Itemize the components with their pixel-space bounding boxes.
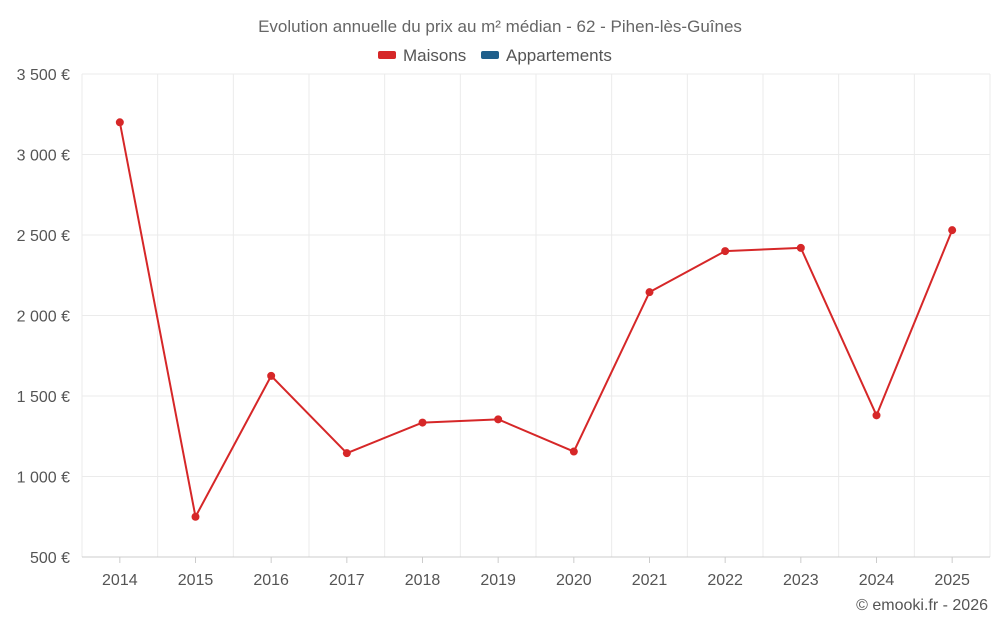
legend-label-appartements[interactable]: Appartements [506, 46, 612, 65]
data-point-maisons[interactable] [418, 418, 427, 427]
y-tick-label: 1 000 € [17, 470, 70, 487]
legend: Maisons Appartements [378, 46, 612, 65]
x-tick-label: 2018 [405, 572, 441, 589]
data-point-maisons[interactable] [267, 371, 276, 380]
legend-label-maisons[interactable]: Maisons [403, 46, 466, 65]
data-point-maisons[interactable] [948, 226, 957, 235]
y-tick-label: 3 000 € [17, 148, 70, 165]
data-point-maisons[interactable] [645, 288, 654, 297]
x-tick-label: 2020 [556, 572, 592, 589]
credit-text: © emooki.fr - 2026 [856, 597, 988, 614]
x-tick-label: 2014 [102, 572, 138, 589]
x-tick-label: 2023 [783, 572, 819, 589]
x-tick-label: 2017 [329, 572, 365, 589]
x-tick-label: 2019 [480, 572, 516, 589]
data-point-maisons[interactable] [494, 415, 503, 424]
data-point-maisons[interactable] [721, 247, 730, 256]
data-point-maisons[interactable] [191, 512, 200, 521]
x-axis-ticks: 2014 2015 2016 2017 2018 2019 2020 2021 2022 2023… [102, 557, 970, 589]
data-point-maisons[interactable] [569, 447, 578, 456]
legend-swatch-maisons[interactable] [378, 51, 396, 59]
x-tick-label: 2021 [632, 572, 668, 589]
data-point-maisons[interactable] [115, 118, 124, 127]
y-tick-label: 3 500 € [17, 67, 70, 84]
series-layer [115, 118, 957, 521]
legend-swatch-appartements[interactable] [481, 51, 499, 59]
y-tick-label: 2 500 € [17, 228, 70, 245]
y-axis-ticks: 500 € 1 000 € 1 500 € 2 000 € 2 500 € 3 000 €… [17, 67, 70, 567]
x-tick-label: 2016 [253, 572, 289, 589]
x-tick-label: 2015 [178, 572, 214, 589]
x-tick-label: 2022 [707, 572, 743, 589]
data-point-maisons[interactable] [796, 243, 805, 252]
x-tick-label: 2024 [859, 572, 895, 589]
data-point-maisons[interactable] [872, 411, 881, 420]
y-tick-label: 500 € [30, 550, 70, 567]
series-line-maisons [118, 122, 954, 518]
x-tick-label: 2025 [934, 572, 970, 589]
chart-title: Evolution annuelle du prix au m² médian … [258, 17, 742, 36]
data-point-maisons[interactable] [342, 449, 351, 458]
grid [81, 73, 991, 557]
y-tick-label: 1 500 € [17, 389, 70, 406]
y-tick-label: 2 000 € [17, 309, 70, 326]
